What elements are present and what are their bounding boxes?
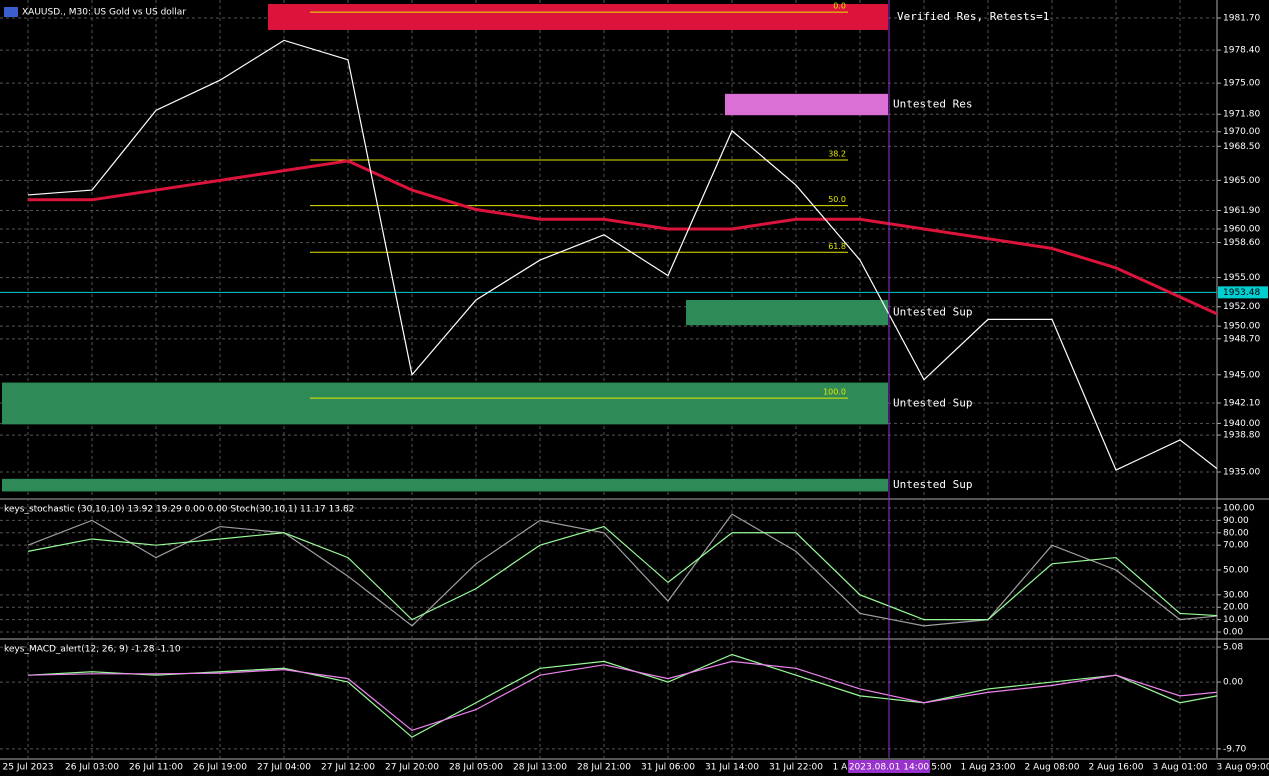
x-tick-label: 1 Aug 23:00 — [961, 763, 1016, 773]
x-tick-label: 25 Jul 2023 — [3, 763, 54, 773]
y-tick-label: 50.00 — [1223, 565, 1249, 575]
y-tick-label: 0.00 — [1223, 678, 1243, 688]
x-tick-label: 27 Jul 12:00 — [321, 763, 375, 773]
zone-label: Untested Sup — [893, 478, 972, 491]
x-tick-label: 28 Jul 21:00 — [577, 763, 631, 773]
x-tick-label: 26 Jul 03:00 — [65, 763, 119, 773]
y-tick-label: 1950.00 — [1223, 322, 1260, 332]
y-tick-label: 5.08 — [1223, 643, 1243, 653]
y-tick-label: 1940.00 — [1223, 419, 1260, 429]
y-tick-label: 1981.70 — [1223, 13, 1260, 23]
zone — [268, 4, 888, 30]
series-line — [27, 525, 1217, 621]
x-tick-label: 3 Aug 09:00 — [1217, 763, 1269, 773]
y-tick-label: 1960.00 — [1223, 224, 1260, 234]
series-group — [27, 39, 1217, 471]
y-tick-label: 1938.80 — [1223, 431, 1260, 441]
series-line — [27, 39, 1217, 471]
fib-label: 100.0 — [823, 388, 846, 397]
y-tick-label: 20.00 — [1223, 603, 1249, 613]
y-tick-label: 1971.80 — [1223, 110, 1260, 120]
series-line — [27, 513, 1217, 627]
icon — [4, 7, 18, 17]
y-tick-label: 1955.00 — [1223, 273, 1260, 283]
x-tick-label: 27 Jul 20:00 — [385, 763, 439, 773]
panel-title: keys_stochastic (30,10,10) 13.92 19.29 0… — [4, 505, 354, 515]
zone — [2, 382, 888, 425]
y-tick-label: 90.00 — [1223, 516, 1249, 526]
y-tick-label: 1961.90 — [1223, 206, 1260, 216]
series-line — [27, 653, 1217, 738]
y-tick-label: 30.00 — [1223, 590, 1249, 600]
y-tick-label: 1978.40 — [1223, 46, 1260, 56]
x-tick-label: 26 Jul 19:00 — [193, 763, 247, 773]
x-tick-label: 31 Jul 14:00 — [705, 763, 759, 773]
y-tick-label: 1965.00 — [1223, 176, 1260, 186]
y-tick-label: 0.00 — [1223, 628, 1243, 638]
series-group — [27, 653, 1217, 738]
last-price-label: 1953.48 — [1223, 288, 1260, 298]
x-tick-label: 2 Aug 08:00 — [1025, 763, 1080, 773]
x-tick-label: 26 Jul 11:00 — [129, 763, 183, 773]
y-tick-label: 1942.10 — [1223, 398, 1260, 408]
last-price-box — [1218, 286, 1268, 299]
x-tick-label: 27 Jul 04:00 — [257, 763, 311, 773]
y-tick-label: 1958.60 — [1223, 238, 1260, 248]
y-tick-label: -9.70 — [1223, 744, 1247, 754]
x-tick-label: 31 Jul 22:00 — [769, 763, 823, 773]
x-tick-label: 31 Jul 06:00 — [641, 763, 695, 773]
zone — [686, 299, 888, 326]
y-tick-label: 1948.70 — [1223, 334, 1260, 344]
y-tick-label: 1952.00 — [1223, 302, 1260, 312]
x-tick-label: 28 Jul 13:00 — [513, 763, 567, 773]
series-group — [27, 513, 1217, 627]
y-tick-label: 100.00 — [1223, 503, 1255, 513]
x-tick-label: 3 Aug 01:00 — [1153, 763, 1208, 773]
zone-label: Untested Sup — [893, 396, 972, 409]
fib-label: 61.8 — [828, 242, 846, 251]
y-tick-label: 1945.00 — [1223, 370, 1260, 380]
fib-label: 0.0 — [833, 2, 846, 11]
zone-label: Untested Sup — [893, 306, 972, 319]
y-tick-label: 10.00 — [1223, 615, 1249, 625]
panel-title: keys_MACD_alert(12, 26, 9) -1.28 -1.10 — [4, 645, 181, 655]
y-tick-label: 70.00 — [1223, 541, 1249, 551]
crosshair-label: 2023.08.01 14:00 — [849, 763, 930, 773]
zone-label: Untested Res — [893, 98, 972, 111]
crosshair-box — [848, 760, 930, 773]
y-tick-label: 1968.50 — [1223, 142, 1260, 152]
series-line — [27, 660, 1217, 731]
y-tick-label: 1970.00 — [1223, 127, 1260, 137]
zone-label: Verified Res, Retests=1 — [897, 10, 1049, 23]
zone — [725, 93, 888, 116]
fib-label: 38.2 — [828, 149, 846, 158]
panel-title: XAUUSD., M30: US Gold vs US dollar — [22, 8, 186, 18]
fib-label: 50.0 — [828, 195, 846, 204]
x-tick-label: 28 Jul 05:00 — [449, 763, 503, 773]
zone — [2, 478, 888, 492]
series-line — [28, 159, 1217, 316]
x-tick-label: 2 Aug 16:00 — [1089, 763, 1144, 773]
y-tick-label: 80.00 — [1223, 528, 1249, 538]
y-tick-label: 1975.00 — [1223, 79, 1260, 89]
y-tick-label: 1935.00 — [1223, 468, 1260, 478]
